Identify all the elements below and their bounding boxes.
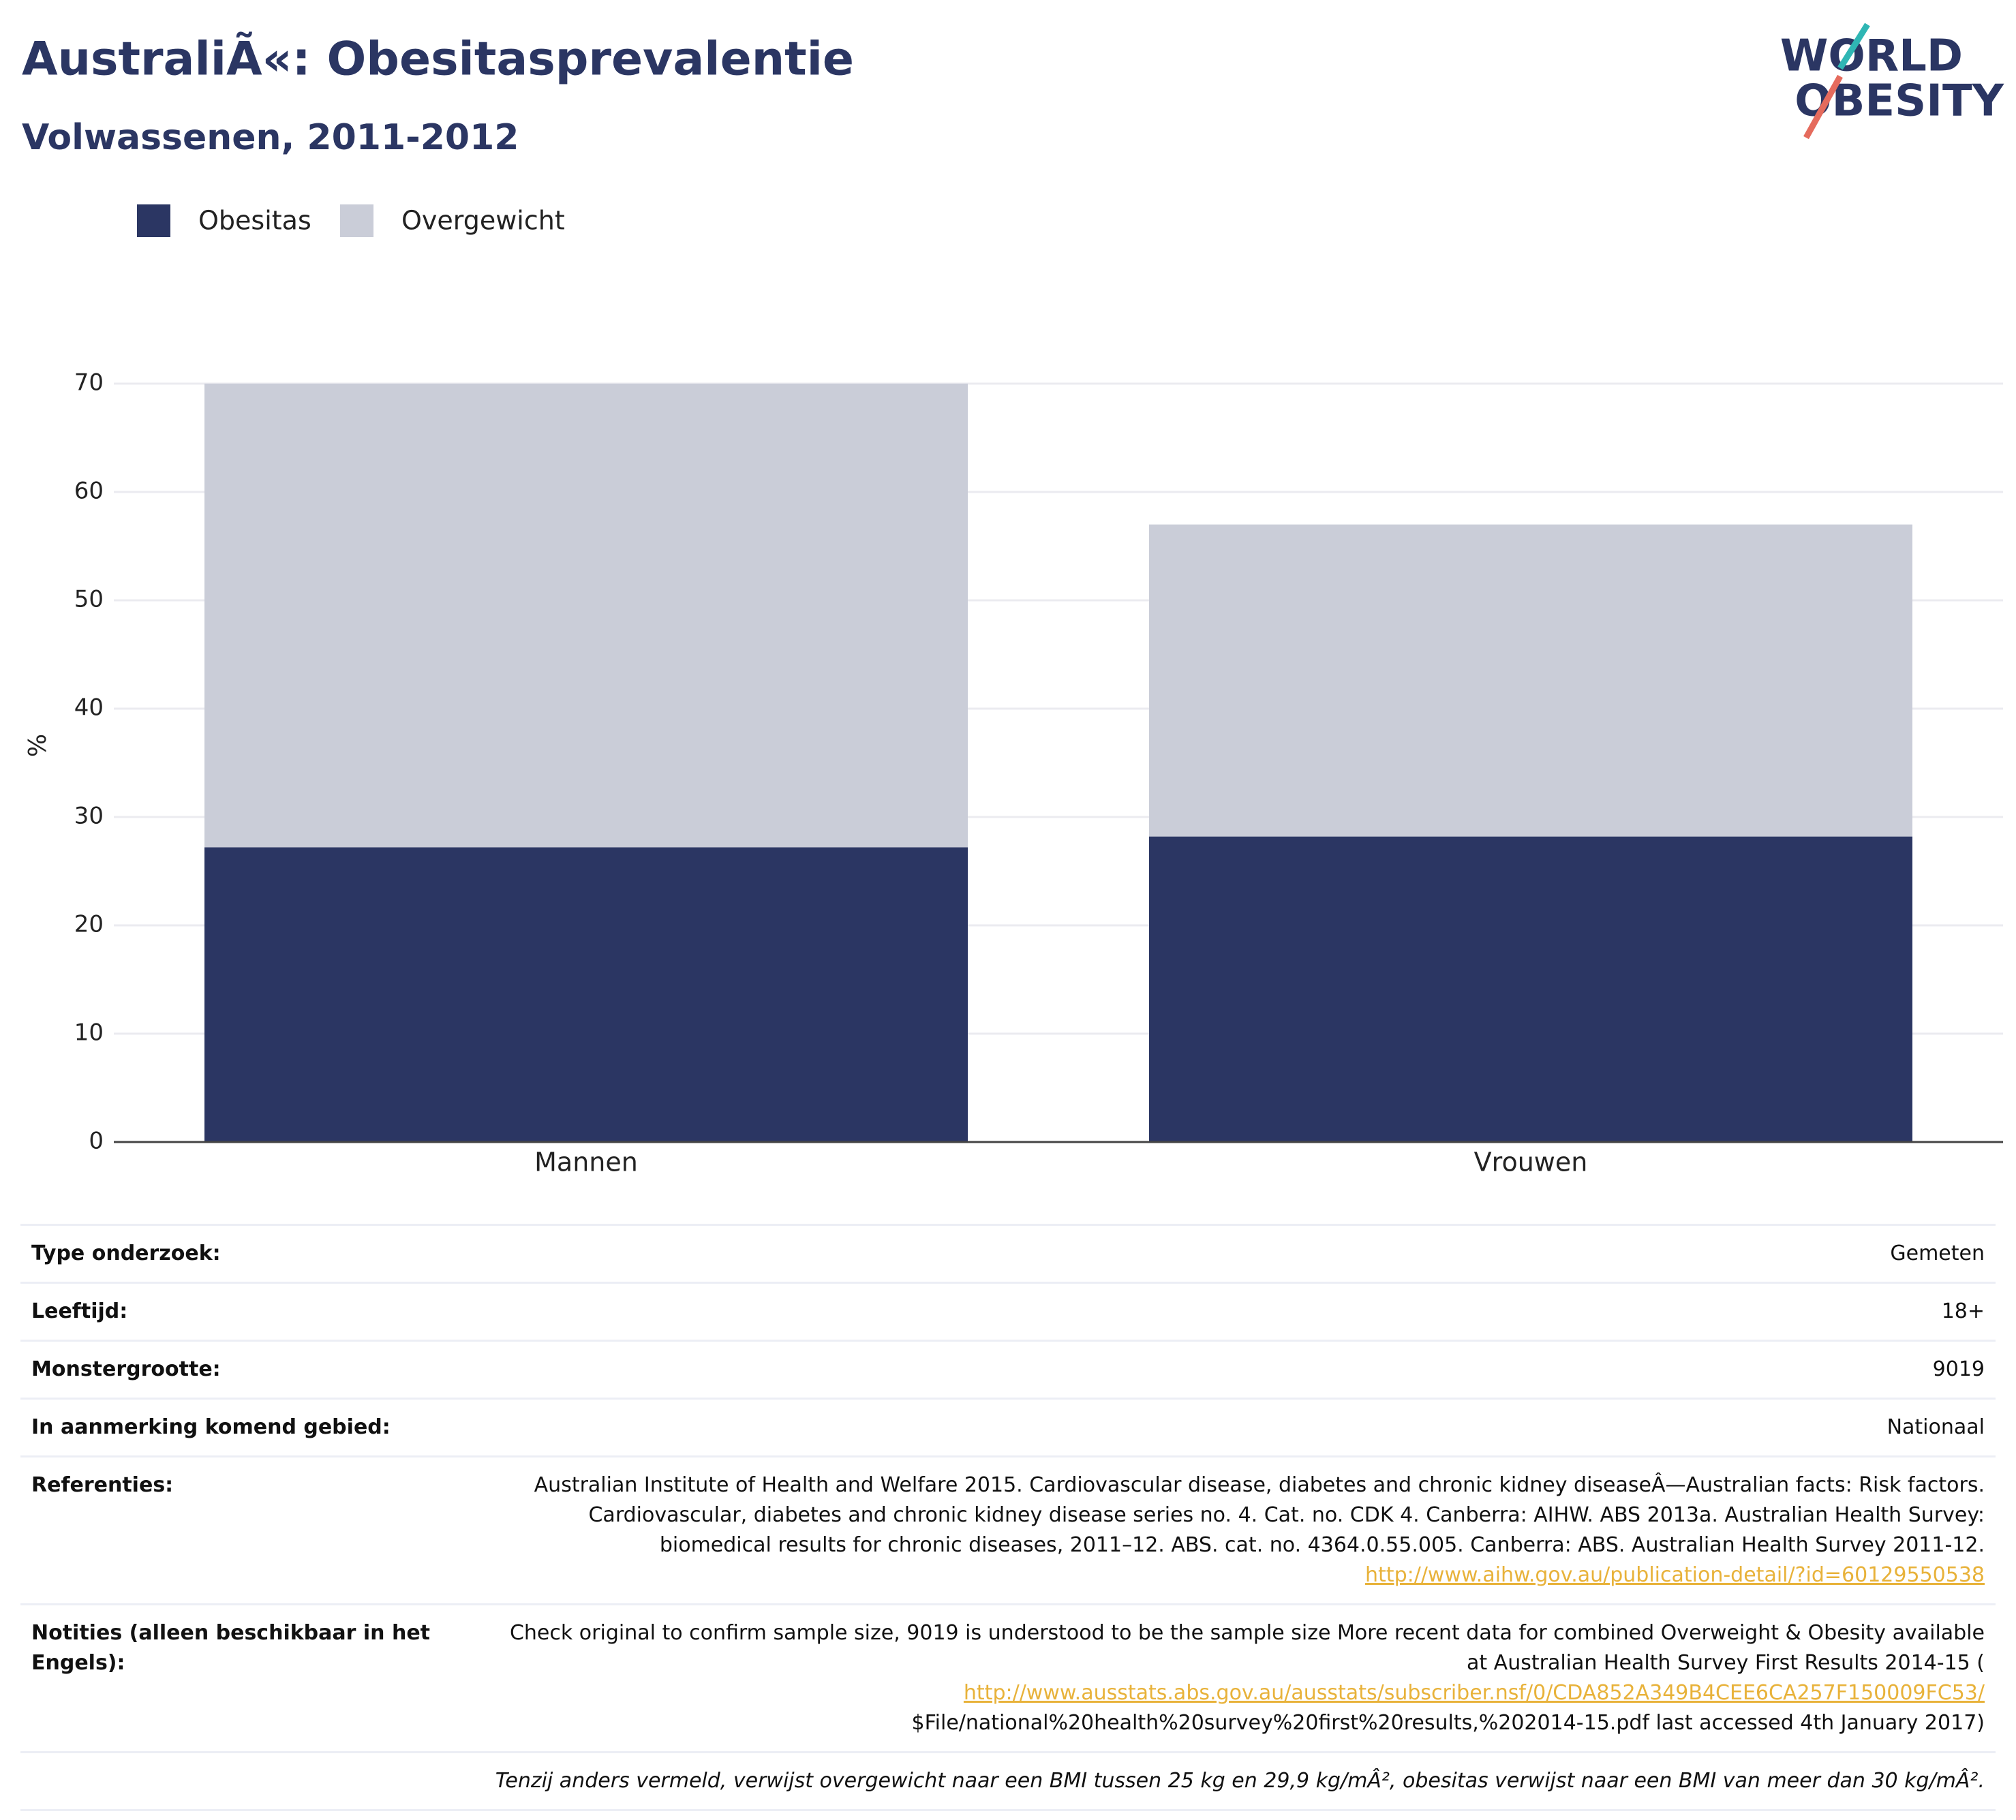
row-label: Monstergrootte: [31, 1357, 221, 1381]
bar-segment [204, 384, 968, 848]
logo-slash [1837, 22, 1870, 70]
row-label: Notities (alleen beschikbaar in het Enge… [31, 1621, 431, 1675]
y-tick-label: 40 [74, 694, 104, 722]
y-tick-label: 20 [74, 911, 104, 938]
x-tick-label: Mannen [534, 1147, 638, 1177]
y-tick-label: 60 [74, 478, 104, 505]
legend-label: Overgewicht [401, 206, 565, 236]
row-label: Leeftijd: [31, 1299, 128, 1323]
logo-slash [1803, 74, 1843, 140]
row-value: 9019 [1932, 1357, 1985, 1381]
row-value: 18+ [1941, 1299, 1985, 1323]
table-row: Leeftijd: 18+ [20, 1282, 1996, 1340]
legend-label: Obesitas [198, 206, 311, 236]
bar-segment [1149, 524, 1912, 837]
chart-title: AustraliÃ«: Obesitasprevalentie [22, 32, 854, 87]
table-row: In aanmerking komend gebied: Nationaal [20, 1398, 1996, 1455]
row-label: In aanmerking komend gebied: [31, 1415, 391, 1439]
chart: AustraliÃ«: Obesitasprevalentie Volwasse… [22, 22, 2004, 1177]
link[interactable]: http://www.ausstats.abs.gov.au/ausstats/… [963, 1681, 1985, 1705]
table-row: Monstergrootte: 9019 [20, 1340, 1996, 1398]
table-row: Notities (alleen beschikbaar in het Enge… [20, 1603, 1996, 1751]
row-value: Gemeten [1890, 1241, 1985, 1265]
bar-segment [204, 847, 968, 1142]
info-table: Type onderzoek: Gemeten Leeftijd: 18+ Monste… [20, 1224, 1996, 1811]
row-label: Type onderzoek: [31, 1241, 221, 1265]
row-label: Referenties: [31, 1473, 174, 1497]
link[interactable]: http://www.aihw.gov.au/publication-detai… [1365, 1563, 1985, 1587]
y-axis-label: % [24, 734, 52, 757]
y-tick-label: 70 [74, 369, 104, 397]
chart-subtitle: Volwassenen, 2011-2012 [22, 117, 519, 158]
y-tick-label: 10 [74, 1019, 104, 1047]
footnote: Tenzij anders vermeld, verwijst overgewi… [20, 1751, 1996, 1811]
legend-swatch [340, 204, 373, 237]
x-tick-label: Vrouwen [1474, 1147, 1588, 1177]
y-tick-label: 0 [89, 1128, 104, 1155]
y-tick-label: 50 [74, 586, 104, 613]
table-row: Referenties: Australian Institute of Heal… [20, 1455, 1996, 1603]
legend-swatch [137, 204, 170, 237]
row-value: Check original to confirm sample size, 9… [485, 1618, 1985, 1738]
row-value: Australian Institute of Health and Welfa… [485, 1470, 1985, 1590]
text: Check original to confirm sample size, 9… [509, 1621, 1985, 1675]
y-tick-label: 30 [74, 803, 104, 830]
bar-segment [1149, 836, 1912, 1142]
row-value: Nationaal [1887, 1415, 1985, 1439]
text: Australian Institute of Health and Welfa… [534, 1473, 1985, 1557]
text: $File/national%20health%20survey%20first… [911, 1711, 1985, 1735]
table-row: Type onderzoek: Gemeten [20, 1224, 1996, 1282]
logo-line: WORLD [1780, 31, 1963, 82]
